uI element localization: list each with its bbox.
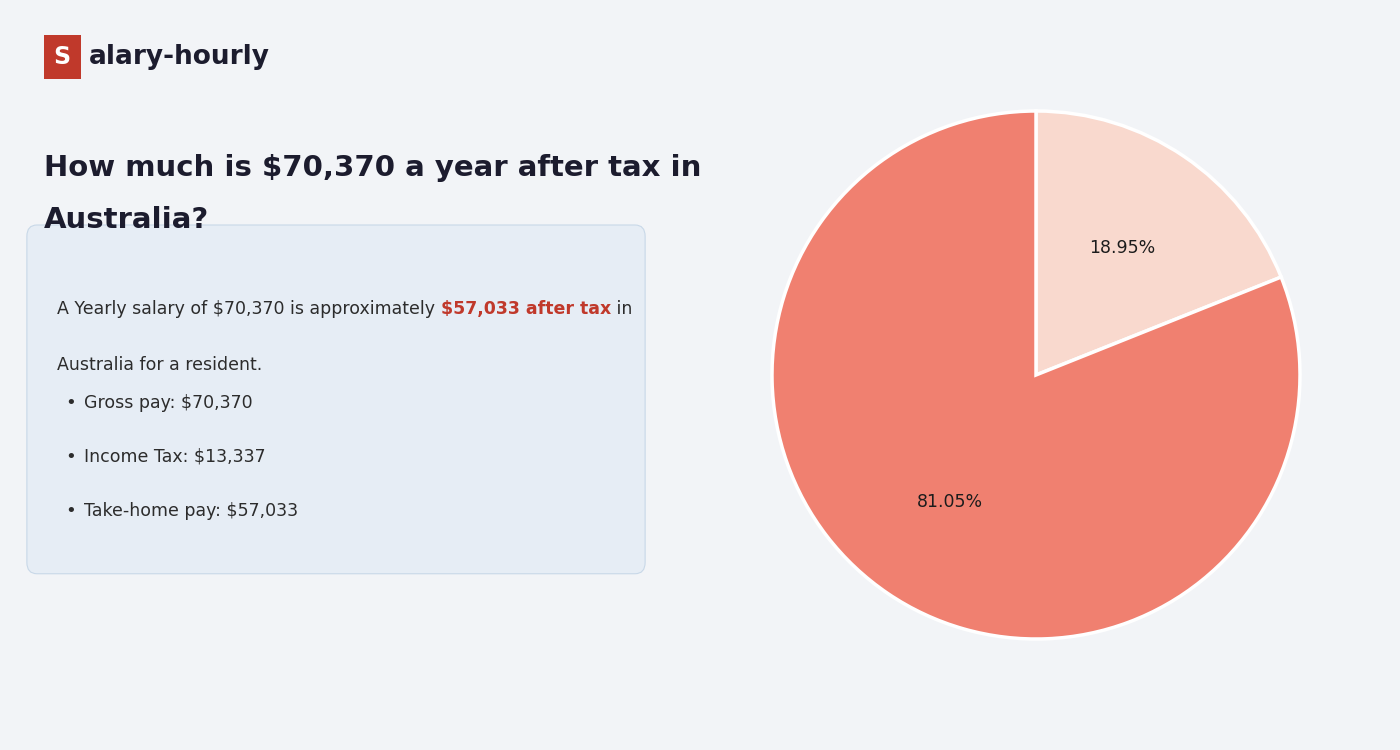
Text: A Yearly salary of $70,370 is approximately: A Yearly salary of $70,370 is approximat… bbox=[57, 300, 441, 318]
Text: Gross pay: $70,370: Gross pay: $70,370 bbox=[84, 394, 252, 412]
Text: •: • bbox=[66, 394, 76, 412]
Legend: Income Tax, Take-home Pay: Income Tax, Take-home Pay bbox=[864, 0, 1208, 6]
Wedge shape bbox=[771, 111, 1301, 639]
Text: Australia?: Australia? bbox=[43, 206, 209, 234]
Text: 81.05%: 81.05% bbox=[917, 493, 983, 511]
FancyBboxPatch shape bbox=[43, 35, 81, 79]
Text: in: in bbox=[610, 300, 633, 318]
FancyBboxPatch shape bbox=[27, 225, 645, 574]
Text: •: • bbox=[66, 502, 76, 520]
Text: S: S bbox=[53, 45, 71, 69]
Text: $57,033 after tax: $57,033 after tax bbox=[441, 300, 610, 318]
Text: •: • bbox=[66, 448, 76, 466]
Text: alary-hourly: alary-hourly bbox=[88, 44, 270, 70]
Text: Take-home pay: $57,033: Take-home pay: $57,033 bbox=[84, 502, 298, 520]
Text: Australia for a resident.: Australia for a resident. bbox=[57, 356, 262, 374]
Text: Income Tax: $13,337: Income Tax: $13,337 bbox=[84, 448, 266, 466]
Text: 18.95%: 18.95% bbox=[1089, 239, 1155, 257]
Text: How much is $70,370 a year after tax in: How much is $70,370 a year after tax in bbox=[43, 154, 701, 182]
Wedge shape bbox=[1036, 111, 1281, 375]
